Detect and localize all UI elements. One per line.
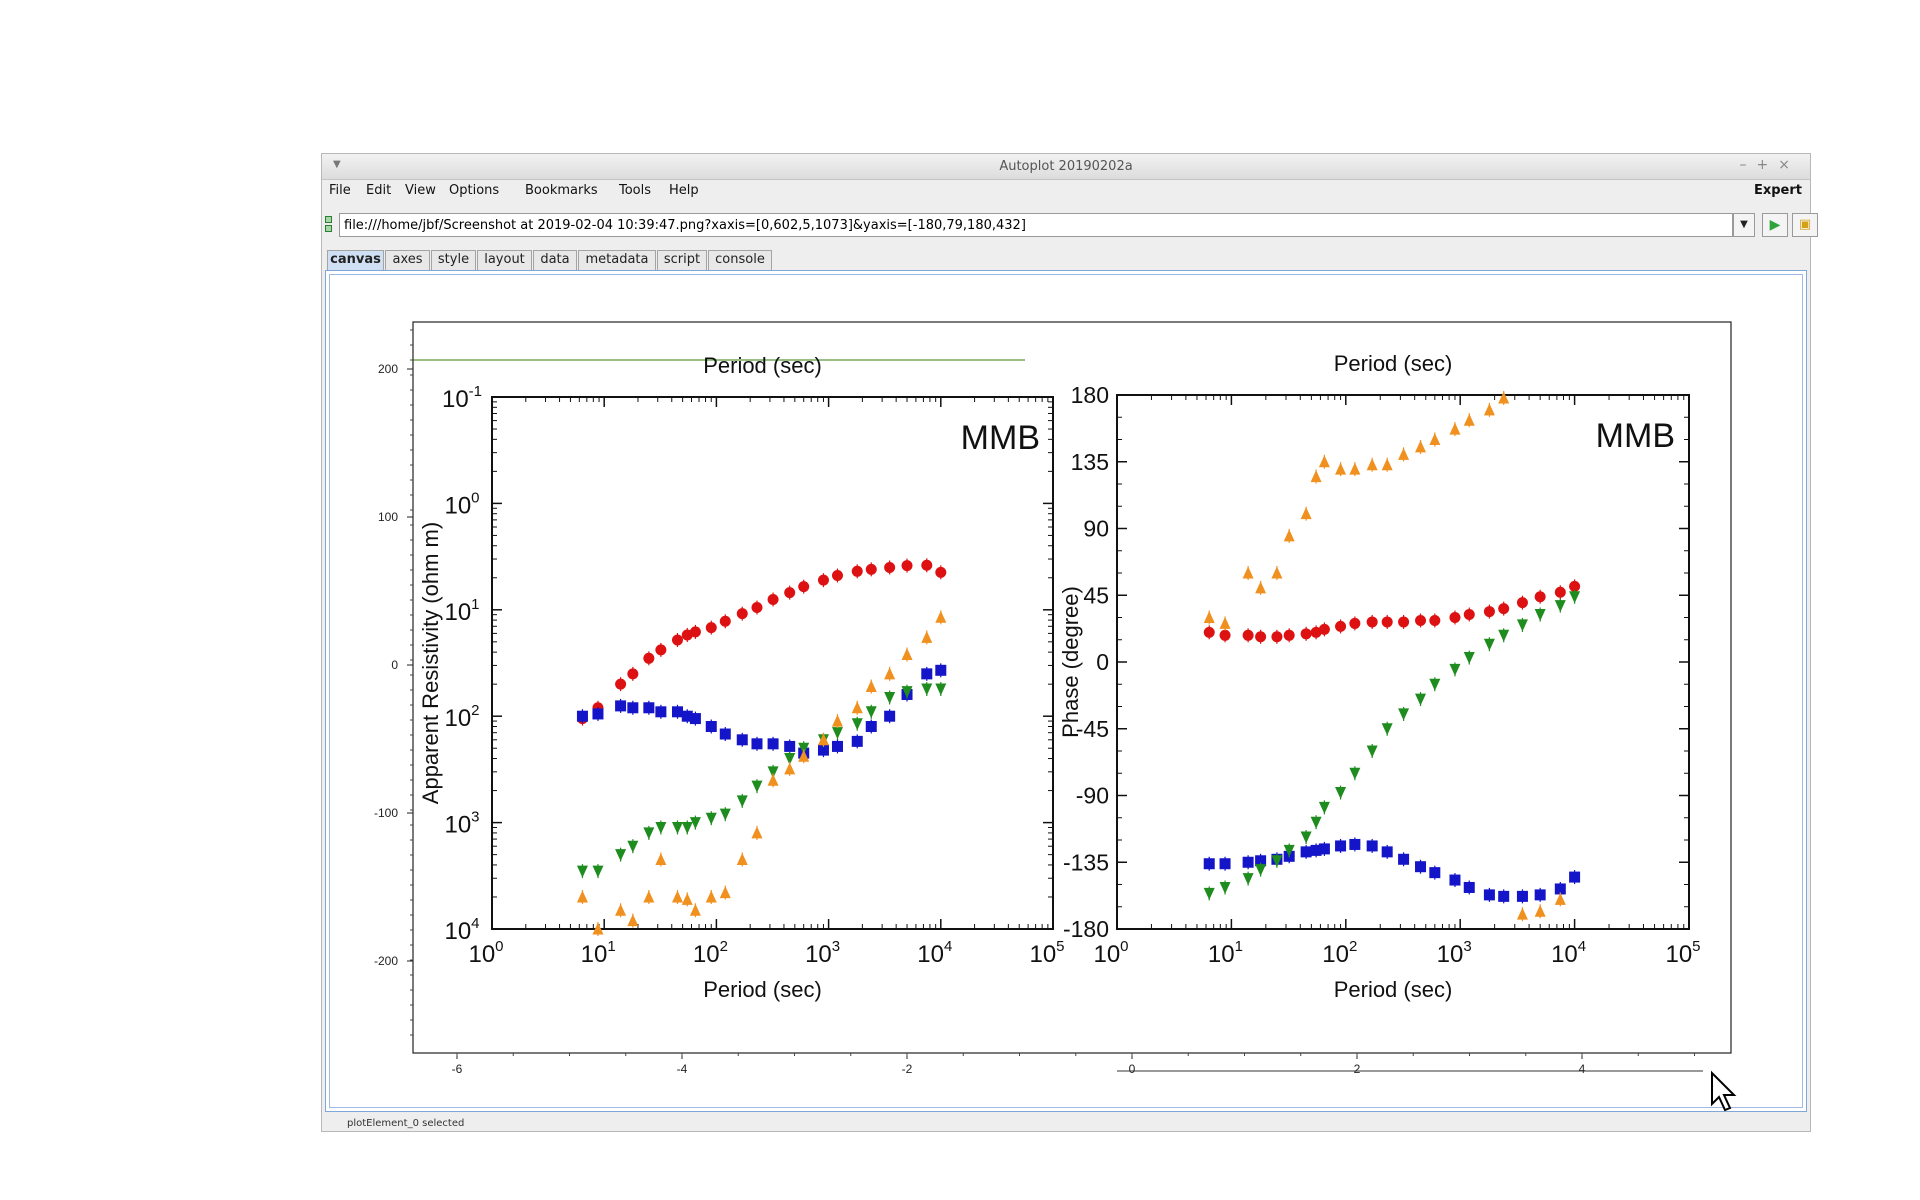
window-menu-icon[interactable]: ▼	[333, 159, 341, 170]
minimize-icon[interactable]: –	[1739, 157, 1757, 173]
close-icon[interactable]: ×	[1778, 157, 1800, 173]
tab-style[interactable]: style	[431, 250, 476, 270]
tab-console[interactable]: console	[708, 250, 772, 270]
folder-open-icon[interactable]: ▣	[1792, 213, 1818, 237]
status-text: plotElement_0 selected	[347, 1118, 465, 1129]
menu-bar: File Edit View Options Bookmarks Tools H…	[322, 179, 1810, 203]
menu-bookmarks[interactable]: Bookmarks	[525, 183, 598, 198]
window-title: Autoplot 20190202a	[999, 159, 1133, 174]
autoplot-window: ▼ Autoplot 20190202a –+× File Edit View …	[321, 153, 1818, 1132]
data-source-icon	[325, 216, 333, 234]
chevron-down-icon[interactable]: ▼	[1733, 213, 1755, 237]
url-input[interactable]	[339, 213, 1733, 237]
tab-metadata[interactable]: metadata	[578, 250, 656, 270]
expert-menu[interactable]: Expert	[1753, 183, 1802, 198]
menu-view[interactable]: View	[405, 183, 436, 198]
menu-options[interactable]: Options	[449, 183, 500, 198]
maximize-icon[interactable]: +	[1756, 157, 1779, 173]
menu-help[interactable]: Help	[669, 183, 699, 198]
status-bar: plotElement_0 selected	[322, 1114, 1810, 1132]
menu-tools[interactable]: Tools	[619, 183, 652, 198]
url-row: ▼ ▶ ▣	[322, 211, 1818, 239]
window-controls: –+×	[1740, 157, 1800, 173]
tab-data[interactable]: data	[533, 250, 577, 270]
tab-script[interactable]: script	[657, 250, 707, 270]
menu-file[interactable]: File	[329, 183, 351, 198]
tab-axes[interactable]: axes	[385, 250, 430, 270]
menu-edit[interactable]: Edit	[366, 183, 392, 198]
play-icon[interactable]: ▶	[1762, 213, 1788, 237]
title-bar[interactable]: ▼ Autoplot 20190202a –+×	[322, 154, 1810, 180]
plot-canvas[interactable]	[325, 270, 1807, 1112]
canvas-frame	[329, 274, 1803, 1108]
tab-canvas[interactable]: canvas	[327, 250, 384, 270]
tab-layout[interactable]: layout	[477, 250, 532, 270]
